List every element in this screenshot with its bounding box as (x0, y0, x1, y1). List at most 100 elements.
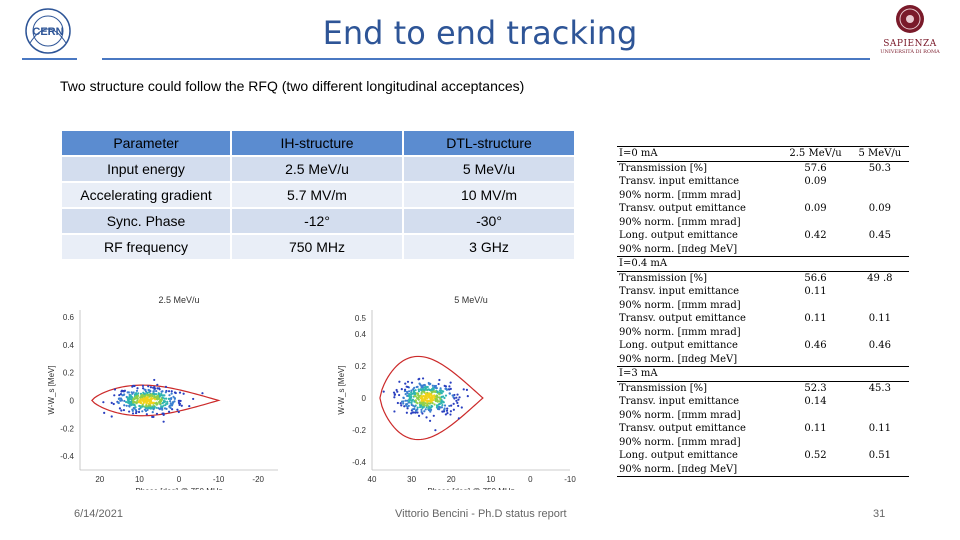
acc-cell: 52.3 (804, 382, 827, 394)
particle-point (145, 404, 148, 407)
particle-point (400, 404, 403, 407)
acc-cell (851, 326, 909, 340)
particle-point (430, 391, 433, 394)
particle-point (124, 400, 128, 404)
separatrix-curve (379, 355, 484, 441)
particle-point (458, 396, 461, 399)
particle-point (165, 397, 168, 400)
particle-point (393, 396, 396, 399)
particle-point (145, 400, 148, 403)
acc-cell (851, 175, 909, 189)
particle-point (142, 401, 145, 405)
particle-point (182, 392, 185, 395)
acceptance-table: I=0 mA 2.5 MeV/u 5 MeV/u Transmission [%] 57… (617, 146, 909, 477)
particle-point (145, 407, 148, 410)
particle-point (451, 394, 454, 397)
particle-point (416, 402, 419, 405)
particle-point (160, 392, 163, 396)
particle-point (163, 397, 166, 400)
particle-point (448, 388, 451, 391)
acc-current-label: I=3 mA (617, 366, 909, 382)
particle-point (449, 410, 452, 413)
table-header-row: Parameter IH-structure DTL-structure (62, 131, 574, 155)
table-cell: 5.7 MV/m (232, 183, 402, 207)
table-cell: 2.5 MeV/u (232, 157, 402, 181)
acc-table-row: 90% norm. [πdeg MeV] (617, 353, 909, 367)
particle-point (440, 395, 443, 399)
acc-cell: 0.46 (868, 340, 891, 351)
acc-cell: 45.3 (868, 382, 891, 394)
particle-point (457, 417, 460, 420)
particle-point (435, 386, 438, 390)
table-cell: Sync. Phase (62, 209, 230, 233)
phase-space-plot-2p5: 2.5 MeV/u 0.6 0.4 0.2 0 -0.2 -0.4 20 10 0 -10 -20 Ph… (47, 290, 288, 496)
particle-point (170, 392, 173, 395)
particle-point (170, 390, 173, 393)
particle-point (167, 397, 170, 400)
particle-point (157, 392, 160, 395)
particle-point (153, 386, 156, 389)
particle-point (420, 384, 423, 388)
particle-point (406, 380, 410, 383)
y-axis-label: W-W_s [MeV] (48, 365, 56, 414)
particle-point (425, 416, 428, 419)
table-row: Sync. Phase -12° -30° (62, 209, 574, 233)
particle-point (424, 402, 427, 405)
particle-point (427, 407, 430, 410)
table-cell: -12° (232, 209, 402, 233)
x-tick-label: 20 (95, 475, 104, 484)
particle-point (153, 378, 156, 382)
acc-cell: Long. output emittance (619, 450, 738, 461)
x-tick-label: 20 (447, 475, 456, 484)
particle-point (445, 388, 449, 391)
particle-point (442, 395, 445, 398)
particle-point (423, 383, 426, 387)
particle-bunch (382, 377, 469, 432)
acc-cell: 0.09 (804, 203, 827, 214)
particle-point (430, 393, 433, 397)
particle-point (421, 403, 424, 406)
particle-point (171, 408, 174, 411)
particle-point (121, 394, 124, 397)
x-tick-label: 0 (177, 475, 182, 484)
particle-point (416, 385, 419, 388)
acc-table-row: 90% norm. [πmm mrad] (617, 189, 909, 203)
particle-point (437, 403, 440, 406)
title-rule-left (22, 58, 77, 60)
particle-point (399, 402, 402, 405)
particle-point (440, 401, 443, 405)
particle-point (445, 409, 449, 412)
particle-point (164, 391, 167, 394)
particle-point (441, 403, 444, 407)
chart-title: 5 MeV/u (454, 295, 488, 305)
particle-point (168, 394, 171, 397)
particle-point (141, 403, 144, 406)
y-tick-label: -0.2 (352, 426, 366, 435)
particle-point (457, 398, 460, 401)
particle-point (427, 399, 430, 403)
particle-point (412, 388, 415, 391)
acc-cell (851, 243, 909, 257)
acc-cell: 0.51 (868, 450, 891, 461)
sapienza-word: SAPIENZA (883, 39, 937, 49)
acc-cell: 0.11 (804, 423, 827, 434)
particle-point (417, 390, 421, 393)
particle-point (412, 407, 416, 411)
table-cell: RF frequency (62, 235, 230, 259)
particle-point (137, 410, 141, 414)
acc-header-cell: 5 MeV/u (850, 146, 909, 162)
particle-point (134, 406, 137, 409)
acc-table-header: I=0 mA 2.5 MeV/u 5 MeV/u (617, 146, 909, 162)
particle-point (405, 390, 409, 393)
particle-point (414, 399, 417, 402)
particle-point (444, 413, 447, 416)
particle-point (414, 409, 418, 412)
particle-point (161, 408, 164, 411)
particle-point (425, 386, 428, 389)
particle-point (178, 391, 182, 394)
acc-cell: Transmission [%] (619, 162, 708, 174)
particle-point (136, 387, 139, 390)
y-tick-label: 0.5 (355, 314, 367, 323)
y-tick-label: -0.4 (60, 452, 74, 461)
acc-table-row: Transv. output emittance 0.11 0.11 (617, 422, 909, 436)
